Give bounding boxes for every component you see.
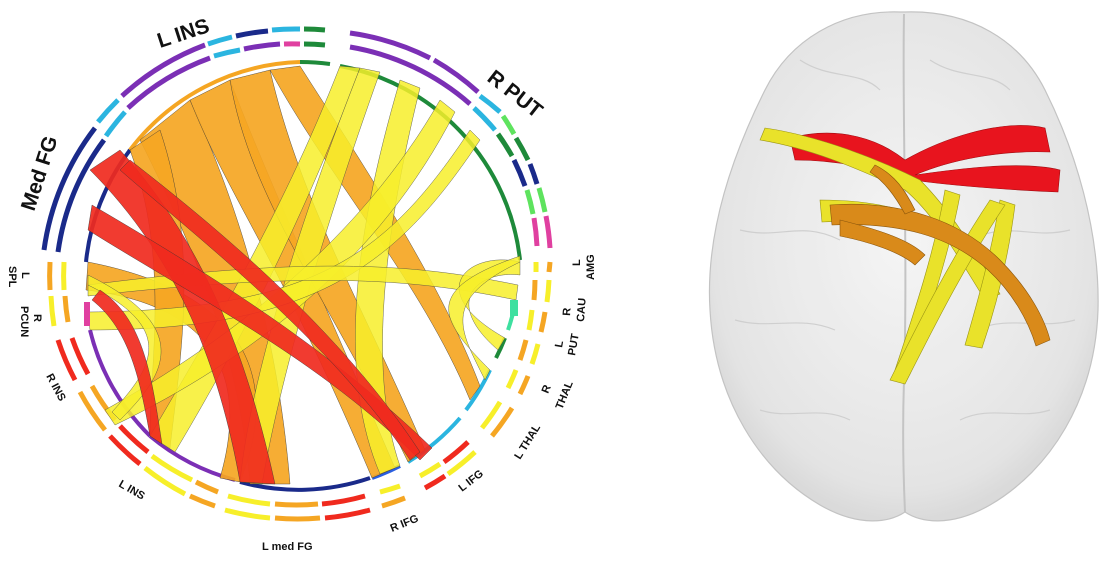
- label-r-thal-1: R: [540, 383, 554, 395]
- label-l-put-2: PUT: [566, 332, 582, 356]
- outer-ring-top: [41, 26, 553, 251]
- label-r-pcun-1: R: [31, 314, 43, 322]
- brain-midline: [902, 13, 907, 513]
- label-l-spl-2: SPL: [6, 266, 18, 288]
- label-l-amg-2: AMG: [585, 254, 597, 280]
- label-r-pcun-2: PCUN: [18, 306, 30, 337]
- label-l-thal: L THAL: [512, 422, 543, 462]
- chords-yellow: [87, 65, 521, 485]
- chords-red: [87, 149, 433, 485]
- chord-diagram: Med FG L INS R PUT L SPL R PCUN R INS L …: [6, 14, 597, 553]
- label-l-amg-1: L: [571, 259, 583, 266]
- label-l-spl-1: L: [19, 272, 31, 279]
- inner-ring-bottom: [61, 261, 539, 508]
- label-r-ifg: R IFG: [389, 513, 421, 535]
- brain-render: [708, 11, 1099, 522]
- label-r-thal-2: THAL: [554, 379, 576, 411]
- tract-orange: [829, 164, 1051, 347]
- label-r-ins: R INS: [43, 372, 67, 404]
- outer-ring-bottom: [47, 261, 553, 522]
- label-r-put: R PUT: [483, 66, 547, 123]
- label-l-put-1: L: [553, 340, 566, 349]
- label-l-med-fg: L med FG: [262, 541, 313, 553]
- label-r-cau-1: R: [561, 307, 574, 316]
- label-l-ins-bottom: L INS: [117, 478, 147, 502]
- chord-accents: [84, 300, 518, 326]
- label-l-ifg: L IFG: [456, 468, 485, 495]
- inner-ring-top: [55, 41, 540, 253]
- label-r-cau-2: CAU: [575, 298, 589, 323]
